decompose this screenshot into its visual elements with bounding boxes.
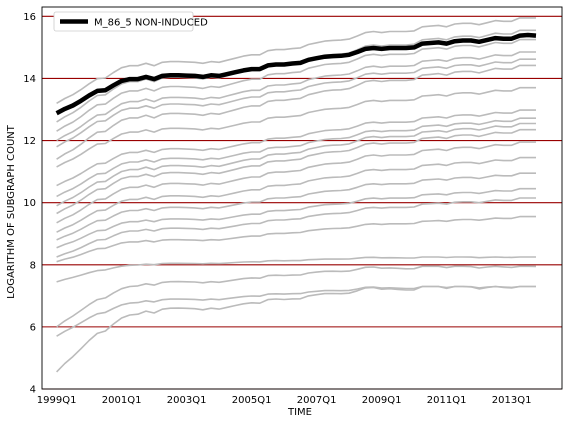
- highlight-series-layer: [55, 32, 537, 116]
- background-series-line: [56, 141, 536, 224]
- y-tick-label: 6: [30, 322, 36, 333]
- x-axis-label: TIME: [287, 407, 312, 418]
- x-tick-label: 2003Q1: [167, 395, 207, 406]
- background-series-line: [56, 38, 536, 132]
- background-series-line: [56, 64, 536, 160]
- background-series-line: [56, 187, 536, 249]
- highlight-series-line: [55, 32, 537, 116]
- background-series-line: [56, 117, 536, 198]
- y-tick-label: 8: [30, 260, 36, 271]
- background-series-line: [56, 86, 536, 168]
- x-tick-label: 2011Q1: [427, 395, 467, 406]
- x-tick-label: 1999Q1: [37, 395, 77, 406]
- background-series-line: [56, 215, 536, 263]
- y-tick-label: 16: [23, 12, 36, 23]
- background-series-line: [56, 58, 536, 148]
- background-series-line: [56, 17, 536, 104]
- background-series-line: [56, 172, 536, 241]
- plot-frame: [41, 6, 563, 390]
- y-tick-label: 10: [23, 198, 36, 209]
- y-axis-label: LOGARITHM OF SUBGRAPH COUNT: [6, 124, 17, 299]
- y-tick-label: 12: [23, 136, 36, 147]
- y-tick-label: 4: [30, 385, 36, 396]
- x-tick-label: 2007Q1: [297, 395, 337, 406]
- legend-box: [53, 11, 194, 32]
- background-series-line: [56, 156, 536, 233]
- x-tick-label: 2013Q1: [492, 395, 532, 406]
- background-series-line: [56, 128, 536, 215]
- background-series-line: [56, 256, 536, 283]
- legend-label: M_86_5 NON-INDUCED: [94, 18, 208, 29]
- background-series-line: [56, 109, 536, 187]
- legend: M_86_5 NON-INDUCED: [53, 11, 208, 32]
- background-series-line: [56, 122, 536, 207]
- x-tick-label: 2009Q1: [362, 395, 402, 406]
- y-tick-label: 14: [23, 74, 36, 85]
- x-tick-label: 2001Q1: [102, 395, 142, 406]
- background-series-line: [56, 197, 536, 258]
- x-tick-label: 2005Q1: [232, 395, 272, 406]
- background-series-line: [56, 285, 536, 373]
- background-series-line: [56, 265, 537, 328]
- background-series-layer: [56, 17, 537, 373]
- background-series-line: [56, 51, 536, 142]
- axis-layer: 4 6 8 10 12 14 16 1999Q1 2001Q1 2003Q1 2005Q1 2007Q…: [23, 6, 563, 406]
